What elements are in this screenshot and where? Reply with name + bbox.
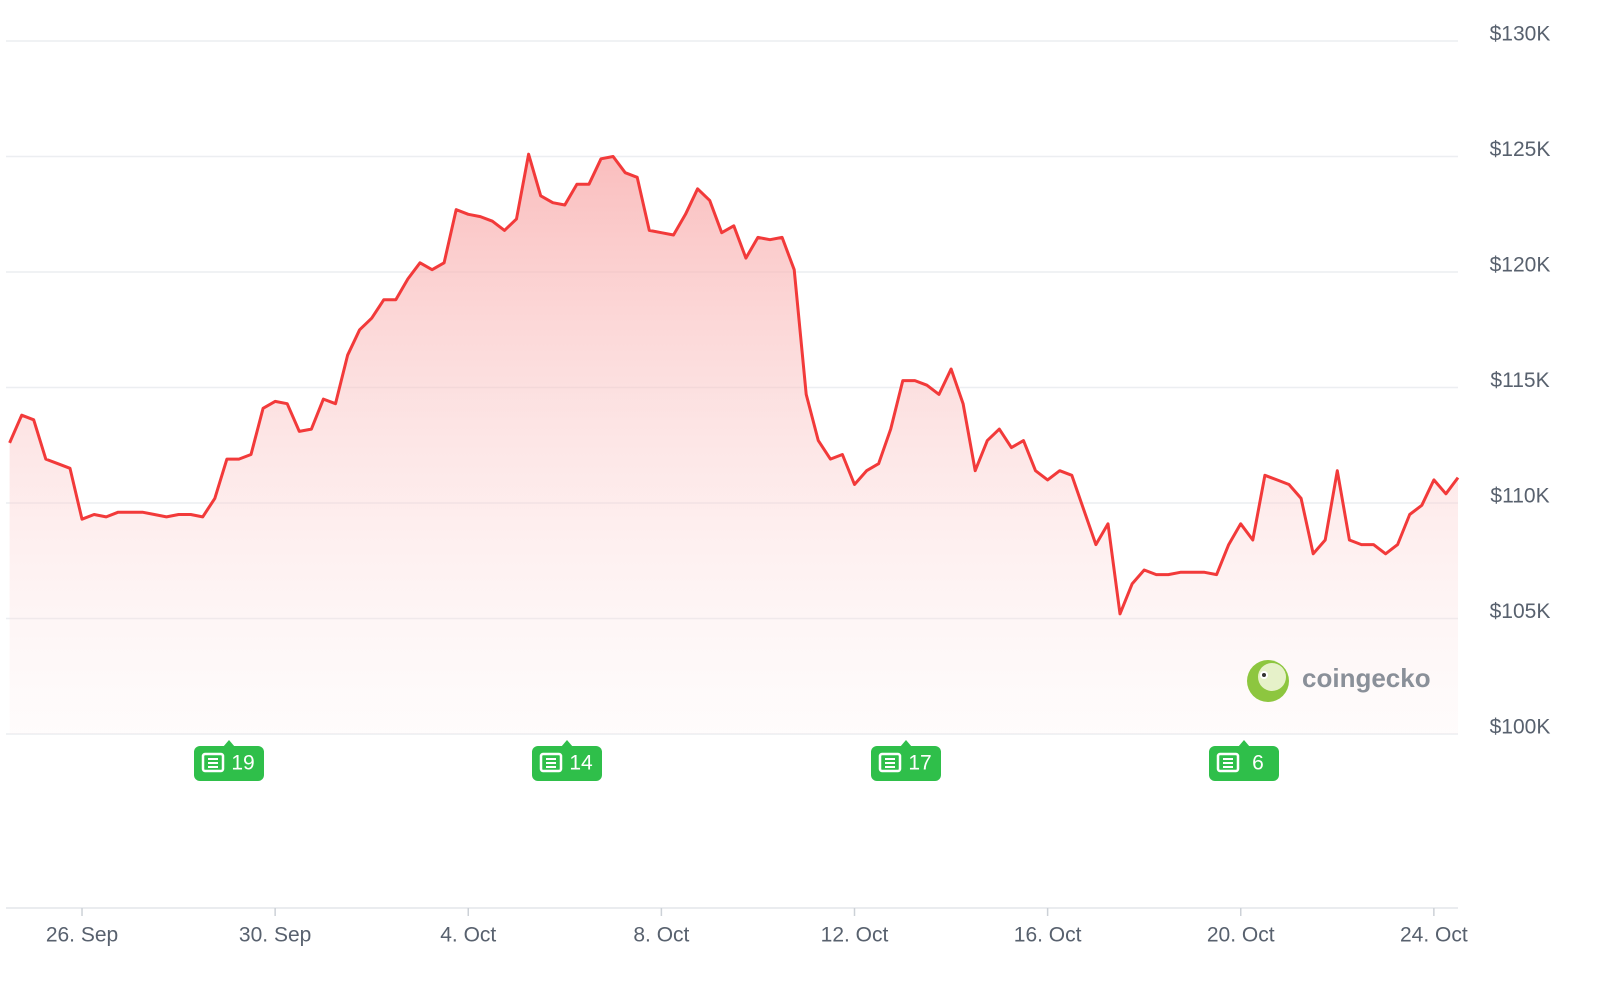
- badges: 19 14 17 6: [194, 740, 1279, 781]
- badge-icon: [1216, 752, 1240, 773]
- badge-pointer: [561, 740, 573, 747]
- x-tick-label: 8. Oct: [633, 924, 689, 947]
- x-tick-label: 24. Oct: [1400, 924, 1468, 947]
- badge-icon-lines: [1223, 758, 1233, 768]
- price-line: [8, 152, 1460, 616]
- news-badge: 19: [194, 740, 264, 781]
- news-badge: 14: [532, 740, 602, 781]
- badge-count: 14: [569, 752, 593, 775]
- area-layer: [9, 154, 1459, 734]
- y-tick-label: $120K: [1490, 254, 1551, 277]
- badge-count: 17: [908, 752, 931, 775]
- watermark: coingecko: [1302, 663, 1431, 693]
- logo: coingecko: [1247, 660, 1431, 702]
- x-tick-label: 4. Oct: [440, 924, 496, 947]
- badge-pointer: [223, 740, 235, 747]
- badge-icon-lines: [546, 758, 556, 768]
- y-tick-label: $110K: [1490, 485, 1549, 508]
- badge-icon: [201, 752, 225, 773]
- x-tick-label: 26. Sep: [46, 924, 118, 947]
- news-badge: 6: [1209, 740, 1279, 781]
- y-tick-label: $100K: [1490, 716, 1551, 739]
- badge-icon: [878, 752, 902, 773]
- area: [9, 154, 1459, 734]
- badge-pointer: [900, 740, 912, 747]
- x-tick-label: 30. Sep: [239, 924, 311, 947]
- x-tick-label: 12. Oct: [821, 924, 889, 947]
- logo-icon-inner: [1258, 663, 1286, 691]
- badge-icon: [539, 752, 563, 773]
- badge-count: 6: [1252, 752, 1264, 775]
- y-tick-label: $105K: [1490, 600, 1551, 623]
- badge-box: [1209, 746, 1279, 781]
- x-tick-label: 20. Oct: [1207, 924, 1275, 947]
- logo-pupil: [1262, 673, 1266, 677]
- badge-pointer: [1238, 740, 1250, 747]
- news-badge: 17: [871, 740, 941, 781]
- badge-icon-lines: [885, 758, 895, 768]
- y-tick-label: $115K: [1490, 369, 1549, 392]
- x-tick-label: 16. Oct: [1014, 924, 1082, 947]
- y-tick-label: $130K: [1490, 23, 1551, 46]
- badge-icon-lines: [208, 758, 218, 768]
- y-tick-label: $125K: [1490, 138, 1551, 161]
- line-layer: [8, 152, 1460, 616]
- badge-count: 19: [231, 752, 254, 775]
